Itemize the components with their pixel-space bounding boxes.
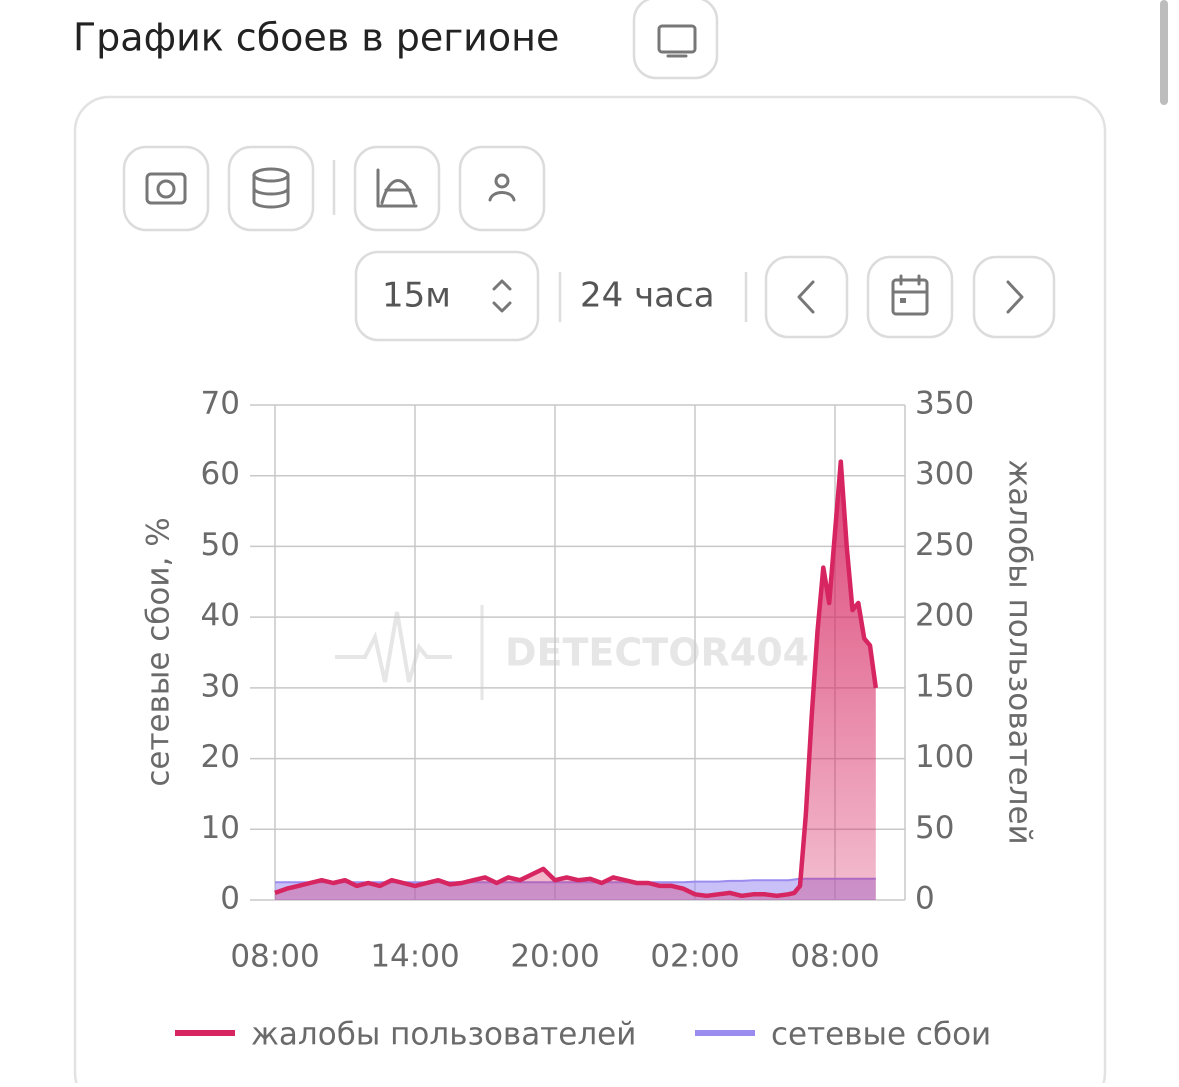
y2-tick-label: 350 bbox=[915, 386, 974, 422]
x-tick-label: 02:00 bbox=[650, 939, 739, 975]
y-tick-label: 0 bbox=[220, 881, 240, 917]
card bbox=[73, 95, 1107, 1087]
x-tick-label: 08:00 bbox=[790, 939, 879, 975]
y2-tick-label: 200 bbox=[915, 598, 974, 634]
x-tick-label: 20:00 bbox=[510, 939, 599, 975]
y-tick-label: 70 bbox=[201, 386, 240, 422]
x-tick-label: 14:00 bbox=[370, 939, 459, 975]
scrollbar bbox=[1160, 0, 1168, 105]
interval-select[interactable]: 15м bbox=[354, 250, 540, 342]
range-value[interactable]: 24 часа bbox=[580, 276, 715, 316]
fullscreen-button[interactable] bbox=[632, 0, 719, 80]
y-tick-label: 30 bbox=[201, 668, 240, 704]
y-tick-label: 20 bbox=[201, 739, 240, 775]
x-tick-label: 08:00 bbox=[230, 939, 319, 975]
y-tick-label: 10 bbox=[201, 810, 240, 846]
y2-tick-label: 50 bbox=[915, 810, 954, 846]
user-button[interactable] bbox=[458, 145, 546, 232]
prev-button[interactable] bbox=[764, 255, 849, 339]
next-button[interactable] bbox=[972, 255, 1056, 339]
y-tick-label: 60 bbox=[201, 456, 240, 492]
y2-tick-label: 250 bbox=[915, 527, 974, 563]
legend-label: сетевые сбои bbox=[771, 1017, 991, 1053]
y2-axis-label: жалобы пользователей bbox=[1002, 459, 1038, 844]
line bbox=[274, 459, 879, 899]
y2-tick-label: 0 bbox=[915, 881, 935, 917]
y-tick-label: 50 bbox=[201, 527, 240, 563]
legend-label: жалобы пользователей bbox=[251, 1017, 636, 1053]
watermark-text: DETECTOR404 bbox=[505, 631, 809, 675]
y2-tick-label: 100 bbox=[915, 739, 974, 775]
page-title: График сбоев в регионе bbox=[73, 16, 559, 60]
interval-value: 15м bbox=[382, 276, 451, 316]
y2-tick-label: 150 bbox=[915, 668, 974, 704]
y-tick-label: 40 bbox=[201, 598, 240, 634]
calendar-button[interactable] bbox=[866, 255, 954, 339]
data-button[interactable] bbox=[227, 145, 315, 232]
chart-type-button[interactable] bbox=[353, 145, 441, 232]
area bbox=[275, 461, 876, 900]
y-axis-label: сетевые сбои, % bbox=[141, 517, 177, 786]
y2-tick-label: 300 bbox=[915, 456, 974, 492]
screenshot-button[interactable] bbox=[122, 145, 210, 232]
